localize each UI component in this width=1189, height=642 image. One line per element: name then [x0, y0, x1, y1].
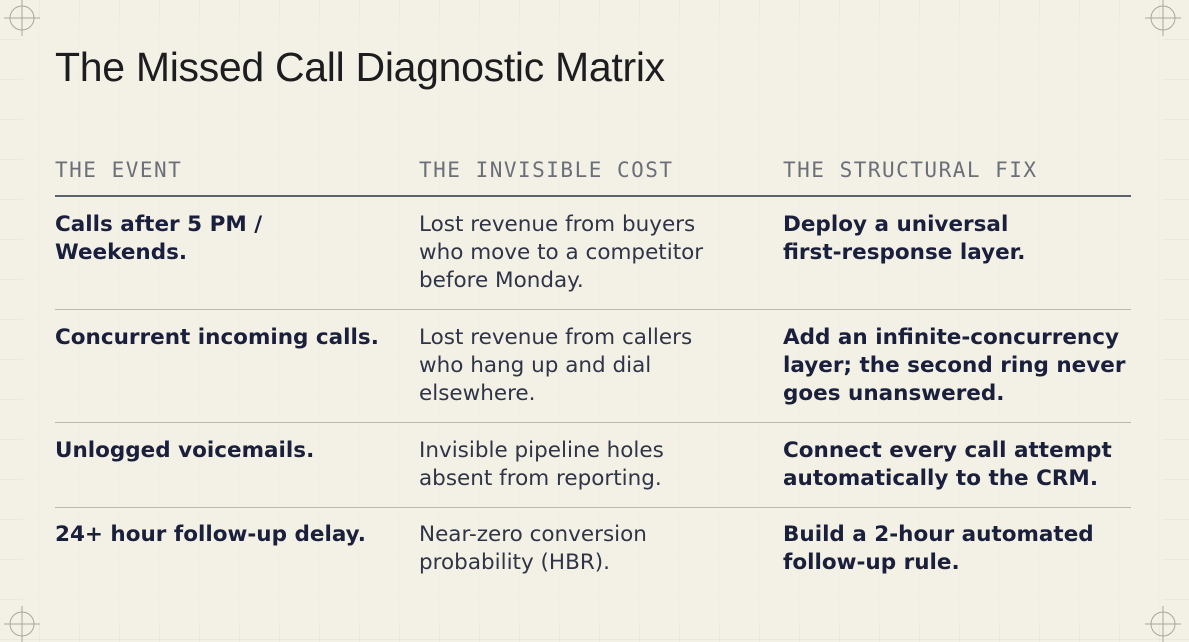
cell-line: Build a 2-hour automated — [783, 522, 1094, 547]
cell-line: Lost revenue from buyers — [419, 212, 696, 237]
column-header: THE EVENT — [55, 158, 183, 182]
cell-line: Concurrent incoming calls. — [55, 325, 379, 350]
cell-line: automatically to the CRM. — [783, 466, 1098, 491]
cell-line: Invisible pipeline holes — [419, 438, 664, 463]
title: The Missed Call Diagnostic Matrix — [55, 44, 665, 90]
cell-line: elsewhere. — [419, 381, 536, 406]
cell-line: Weekends. — [55, 240, 188, 265]
cell-line: layer; the second ring never — [783, 353, 1126, 378]
cell-line: before Monday. — [419, 268, 584, 293]
cell-line: Connect every call attempt — [783, 438, 1112, 463]
table-cell: Deploy a universal first-response layer. — [783, 211, 1025, 267]
table-cell: Build a 2-hour automated follow-up rule. — [783, 521, 1094, 577]
table-cell: Unlogged voicemails. — [55, 437, 314, 465]
cell-line: absent from reporting. — [419, 466, 662, 491]
cell-line: who move to a competitor — [419, 240, 704, 265]
cell-line: Unlogged voicemails. — [55, 438, 315, 463]
row-separator — [55, 422, 1131, 423]
table-cell: Connect every call attempt automatically … — [783, 437, 1112, 493]
table-cell: Near-zero conversion probability (HBR). — [419, 521, 647, 577]
cell-line: Add an infinite-concurrency — [783, 325, 1120, 350]
column-header: THE STRUCTURAL FIX — [783, 158, 1038, 182]
cell-line: goes unanswered. — [783, 381, 1005, 406]
table-cell: 24+ hour follow-up delay. — [55, 521, 366, 549]
header-rule — [55, 195, 1131, 197]
table-cell: Calls after 5 PM / Weekends. — [55, 211, 262, 267]
column-header: THE INVISIBLE COST — [419, 158, 674, 182]
table-cell: Invisible pipeline holes absent from repo… — [419, 437, 664, 493]
cell-line: probability (HBR). — [419, 550, 611, 575]
table-cell: Lost revenue from buyers who move to a co… — [419, 211, 703, 295]
cell-line: first-response layer. — [783, 240, 1026, 265]
cell-line: Near-zero conversion — [419, 522, 647, 547]
cell-line: who hang up and dial — [419, 353, 652, 378]
cell-line: Deploy a universal — [783, 212, 1009, 237]
row-separator — [55, 507, 1131, 508]
row-separator — [55, 309, 1131, 310]
table-cell: Add an infinite-concurrency layer; the se… — [783, 324, 1125, 408]
cell-line: Calls after 5 PM / — [55, 212, 263, 237]
cell-line: follow-up rule. — [783, 550, 960, 575]
cell-line: Lost revenue from callers — [419, 325, 693, 350]
table-cell: Lost revenue from callers who hang up and… — [419, 324, 692, 408]
table-cell: Concurrent incoming calls. — [55, 324, 379, 352]
cell-line: 24+ hour follow-up delay. — [55, 522, 366, 547]
